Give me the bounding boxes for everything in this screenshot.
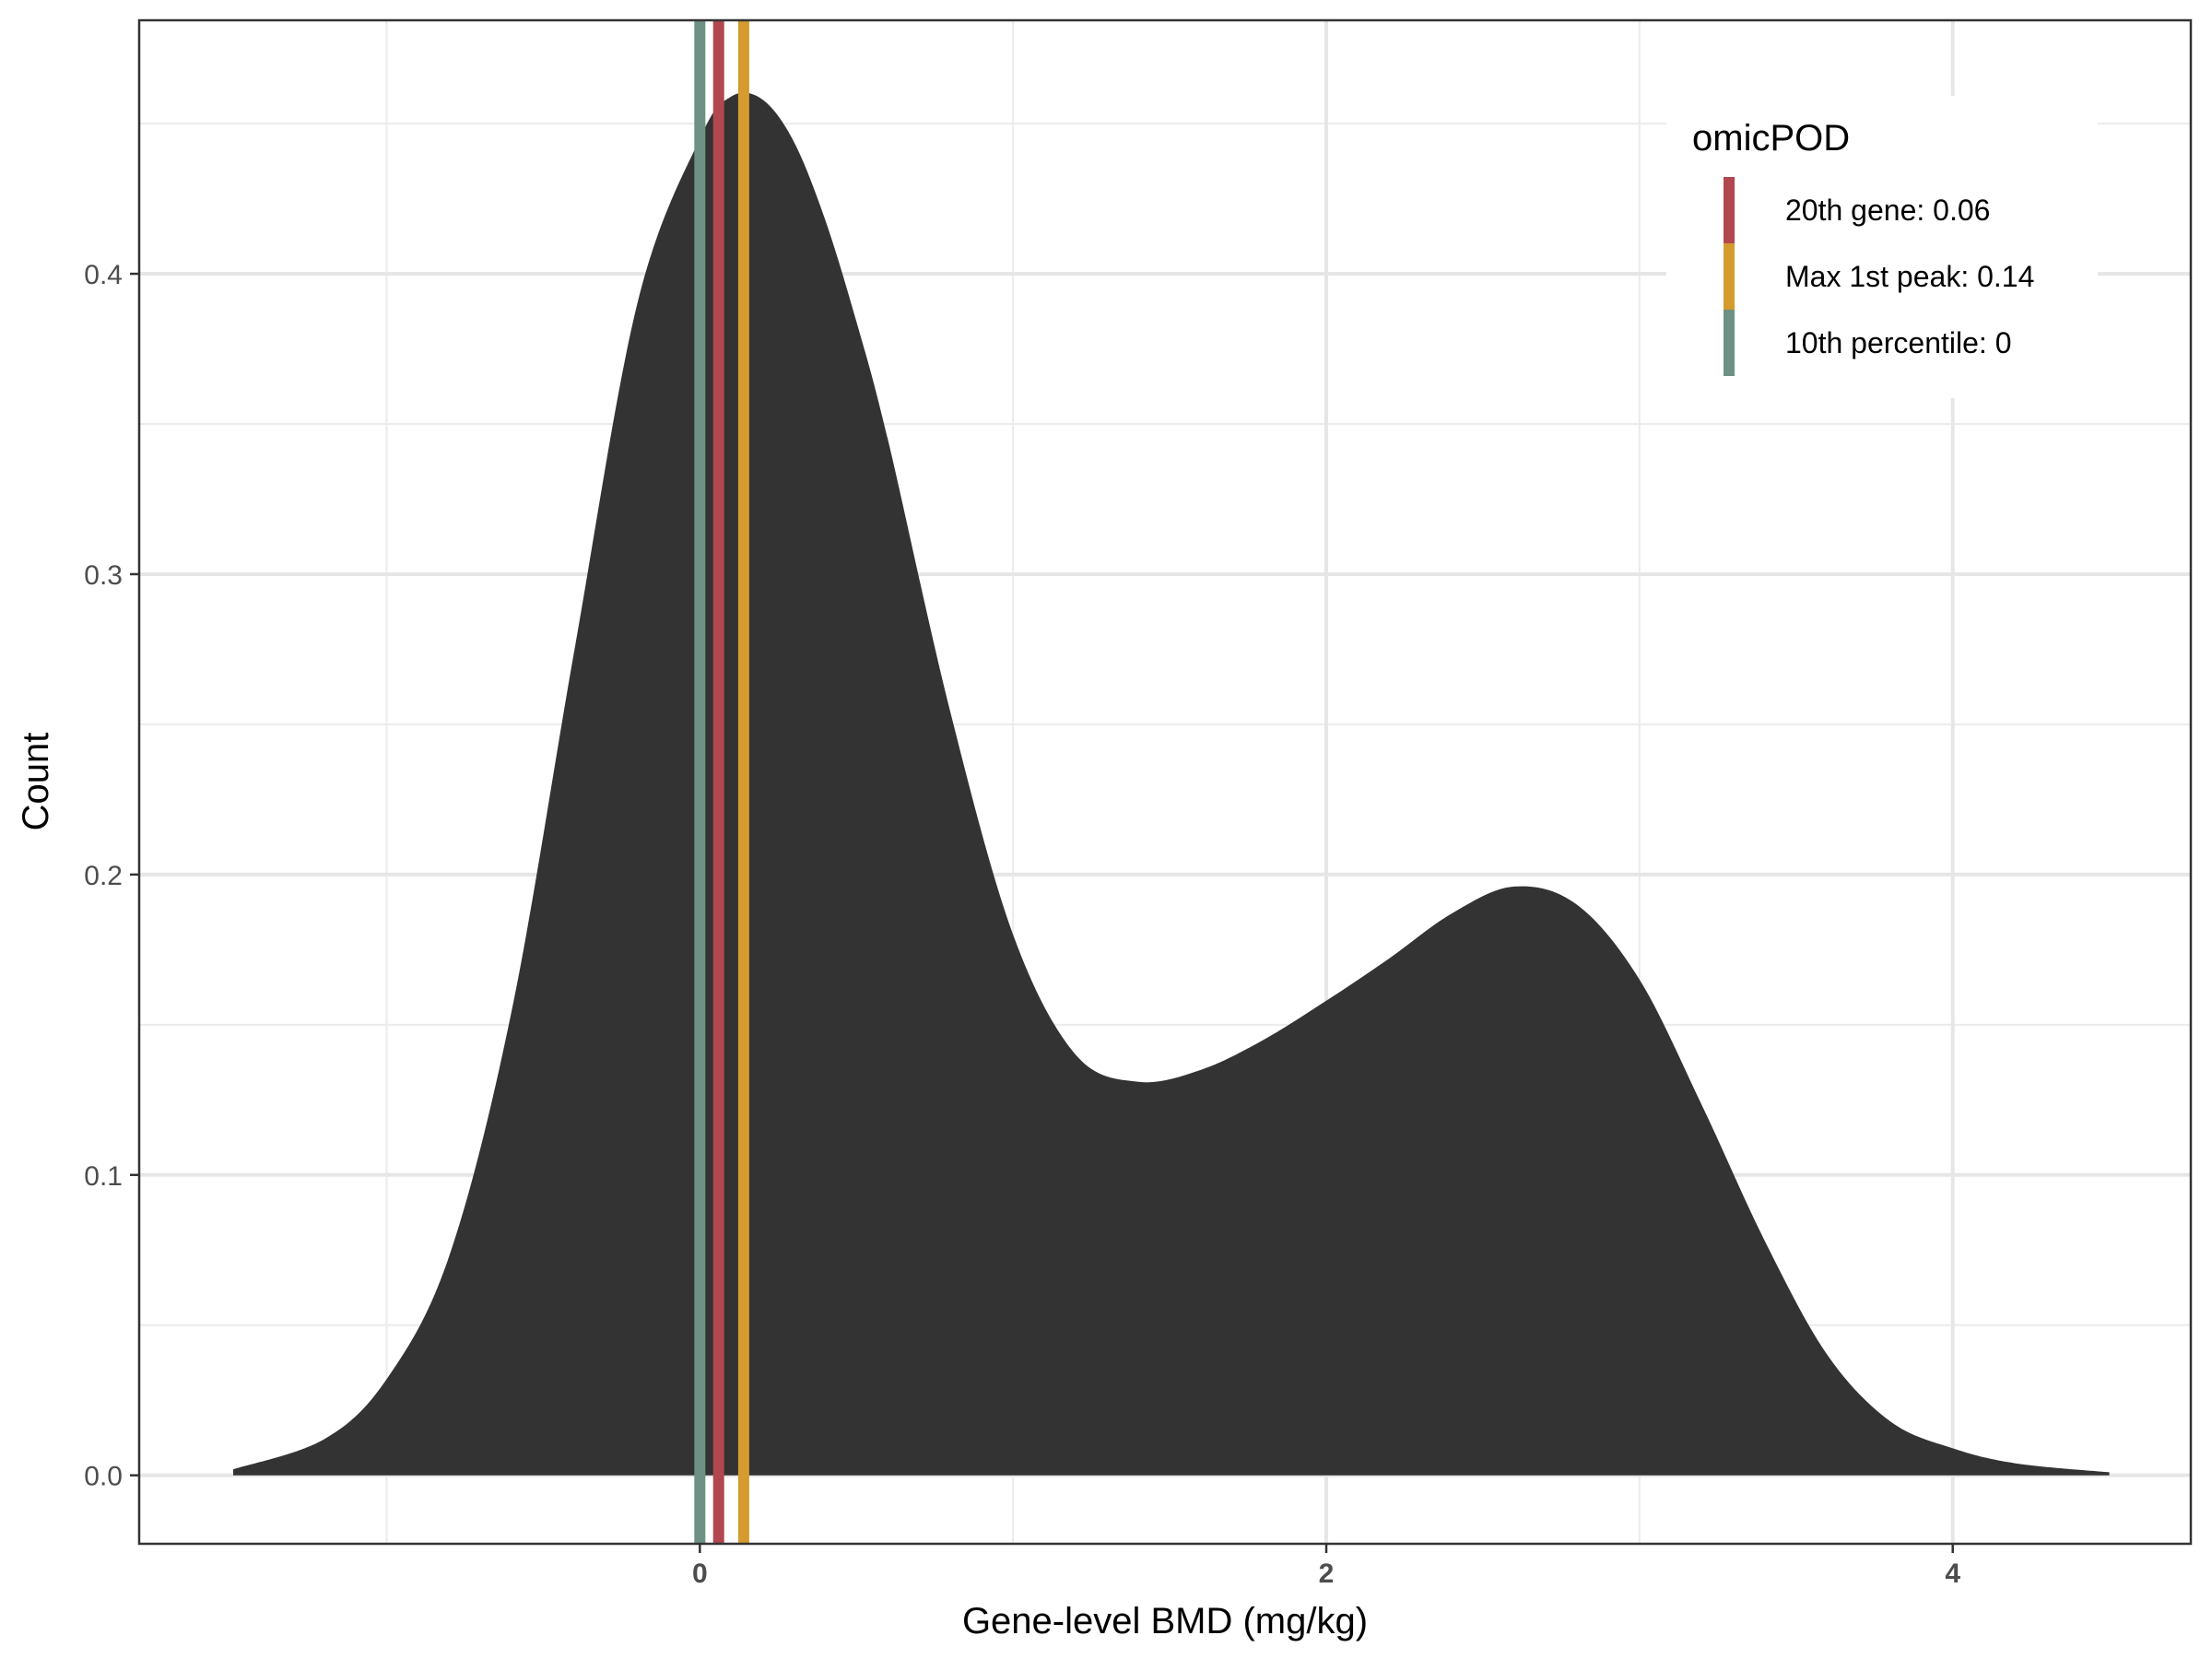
- x-tick-label: 2: [1319, 1559, 1335, 1589]
- legend-label-2: Max 1st peak: 0.14: [1785, 260, 2034, 293]
- legend-entries: 20th gene: 0.06 Max 1st peak: 0.14 10th pe…: [1724, 177, 2034, 376]
- legend: omicPOD 20th gene: 0.06 Max 1st peak: 0.1…: [1666, 96, 2098, 398]
- legend-label-3: 10th percentile: 0: [1785, 326, 2012, 359]
- x-axis-title: Gene-level BMD (mg/kg): [962, 1601, 1368, 1641]
- panel-border: [137, 18, 2193, 1546]
- legend-background: [1666, 96, 2098, 398]
- y-axis-title: Count: [16, 733, 56, 831]
- y-tick-label: 0.2: [84, 861, 123, 891]
- legend-label-1: 20th gene: 0.06: [1785, 194, 1990, 227]
- x-tick-label: 4: [1945, 1559, 1960, 1589]
- y-tick-label: 0.3: [84, 560, 123, 591]
- y-tick-label: 0.4: [84, 260, 123, 290]
- x-tick-label: 0: [692, 1559, 708, 1589]
- legend-title: omicPOD: [1692, 118, 1850, 159]
- x-axis: 0 2 4: [692, 1544, 1960, 1589]
- y-axis: 0.0 0.1 0.2 0.3 0.4: [84, 260, 139, 1492]
- y-tick-label: 0.0: [84, 1462, 123, 1492]
- y-tick-label: 0.1: [84, 1161, 123, 1192]
- pod-lines: [694, 20, 749, 1544]
